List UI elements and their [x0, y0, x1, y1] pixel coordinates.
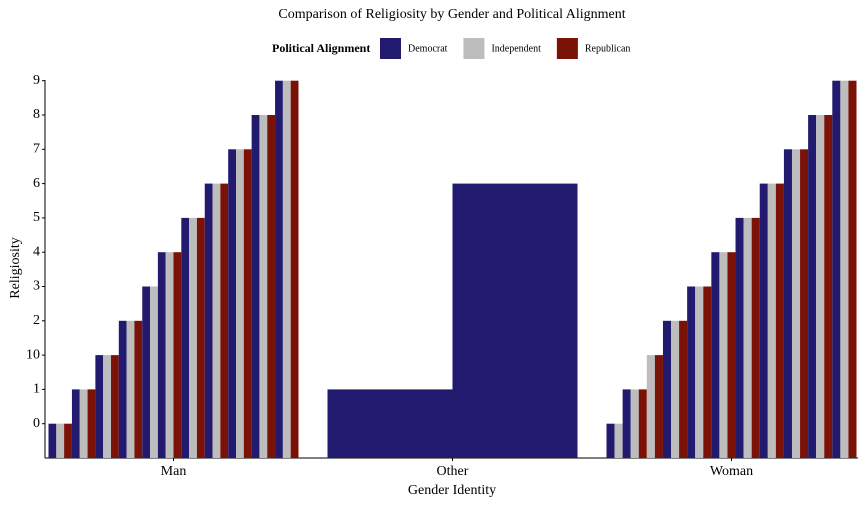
- bar: [671, 320, 680, 458]
- bar: [743, 217, 752, 458]
- chart-title: Comparison of Religiosity by Gender and …: [278, 7, 625, 22]
- bar: [126, 320, 135, 458]
- bar: [282, 80, 291, 458]
- y-tick-label: 9: [33, 73, 40, 88]
- bar: [87, 389, 96, 458]
- bar: [791, 149, 801, 459]
- y-tick-label: 7: [33, 142, 40, 157]
- legend-title: Political Alignment: [272, 41, 370, 55]
- bar: [290, 80, 299, 458]
- bar: [220, 183, 229, 458]
- legend-swatch: [463, 38, 485, 59]
- bar: [679, 320, 688, 458]
- bar: [703, 286, 712, 458]
- bar: [189, 217, 197, 458]
- bar: [840, 80, 849, 458]
- bar: [173, 252, 182, 458]
- bar: [783, 149, 792, 459]
- bar: [767, 183, 776, 458]
- bar: [775, 183, 784, 458]
- y-tick-label: 3: [33, 279, 40, 294]
- legend-label: Independent: [491, 43, 541, 54]
- bar: [848, 80, 857, 458]
- legend-swatch: [556, 38, 578, 59]
- bar: [181, 217, 190, 458]
- bar: [824, 115, 833, 458]
- bar: [614, 423, 623, 458]
- bar: [654, 355, 663, 458]
- y-tick-label: 4: [33, 244, 40, 259]
- legend-label: Republican: [585, 43, 631, 54]
- bar: [622, 389, 631, 458]
- legend-label: Democrat: [408, 43, 448, 54]
- bar: [727, 252, 736, 458]
- bar: [150, 286, 158, 458]
- bar: [816, 115, 825, 458]
- bar: [452, 183, 578, 458]
- bar: [56, 423, 65, 458]
- bar: [157, 252, 166, 458]
- bar: [606, 423, 615, 458]
- bar: [118, 320, 127, 458]
- bar: [48, 423, 57, 458]
- bar: [751, 217, 760, 458]
- bar: [228, 149, 236, 459]
- y-tick-label: 1: [33, 382, 40, 397]
- bar: [111, 355, 119, 458]
- y-tick-label: 0: [33, 416, 40, 431]
- bar: [327, 389, 453, 458]
- bar: [630, 389, 639, 458]
- bar: [735, 217, 744, 458]
- bar: [638, 389, 647, 458]
- bar: [196, 217, 205, 458]
- x-axis-title: Gender Identity: [408, 483, 496, 498]
- bar: [267, 115, 276, 458]
- bar: [204, 183, 213, 458]
- bar: [719, 252, 728, 458]
- bar: [687, 286, 696, 458]
- bar: [243, 149, 252, 459]
- bar: [800, 149, 809, 459]
- bar: [64, 423, 72, 458]
- y-tick-label: 6: [33, 176, 40, 191]
- y-tick-label: 5: [33, 210, 40, 225]
- bar: [711, 252, 720, 458]
- bar: [71, 389, 80, 458]
- bar: [259, 115, 268, 458]
- bar: [212, 183, 221, 458]
- bar: [251, 115, 260, 458]
- bar: [142, 286, 151, 458]
- y-axis-title: Religiosity: [8, 237, 23, 298]
- y-tick-label: 10: [26, 347, 40, 362]
- bar: [236, 149, 244, 459]
- bar: [165, 252, 174, 458]
- y-tick-label: 2: [33, 313, 40, 328]
- bar: [95, 355, 104, 458]
- y-tick-label: 8: [33, 107, 40, 122]
- bar: [646, 355, 655, 458]
- bar: [808, 115, 817, 458]
- x-tick-label: Man: [161, 464, 187, 479]
- x-tick-label: Woman: [710, 464, 753, 479]
- bar: [832, 80, 841, 458]
- bar: [662, 320, 672, 458]
- bar: [103, 355, 111, 458]
- bar: [275, 80, 283, 458]
- bar: [79, 389, 88, 458]
- bar: [134, 320, 143, 458]
- legend-swatch: [380, 38, 401, 59]
- x-tick-label: Other: [437, 464, 469, 479]
- bar: [759, 183, 768, 458]
- bar: [695, 286, 704, 458]
